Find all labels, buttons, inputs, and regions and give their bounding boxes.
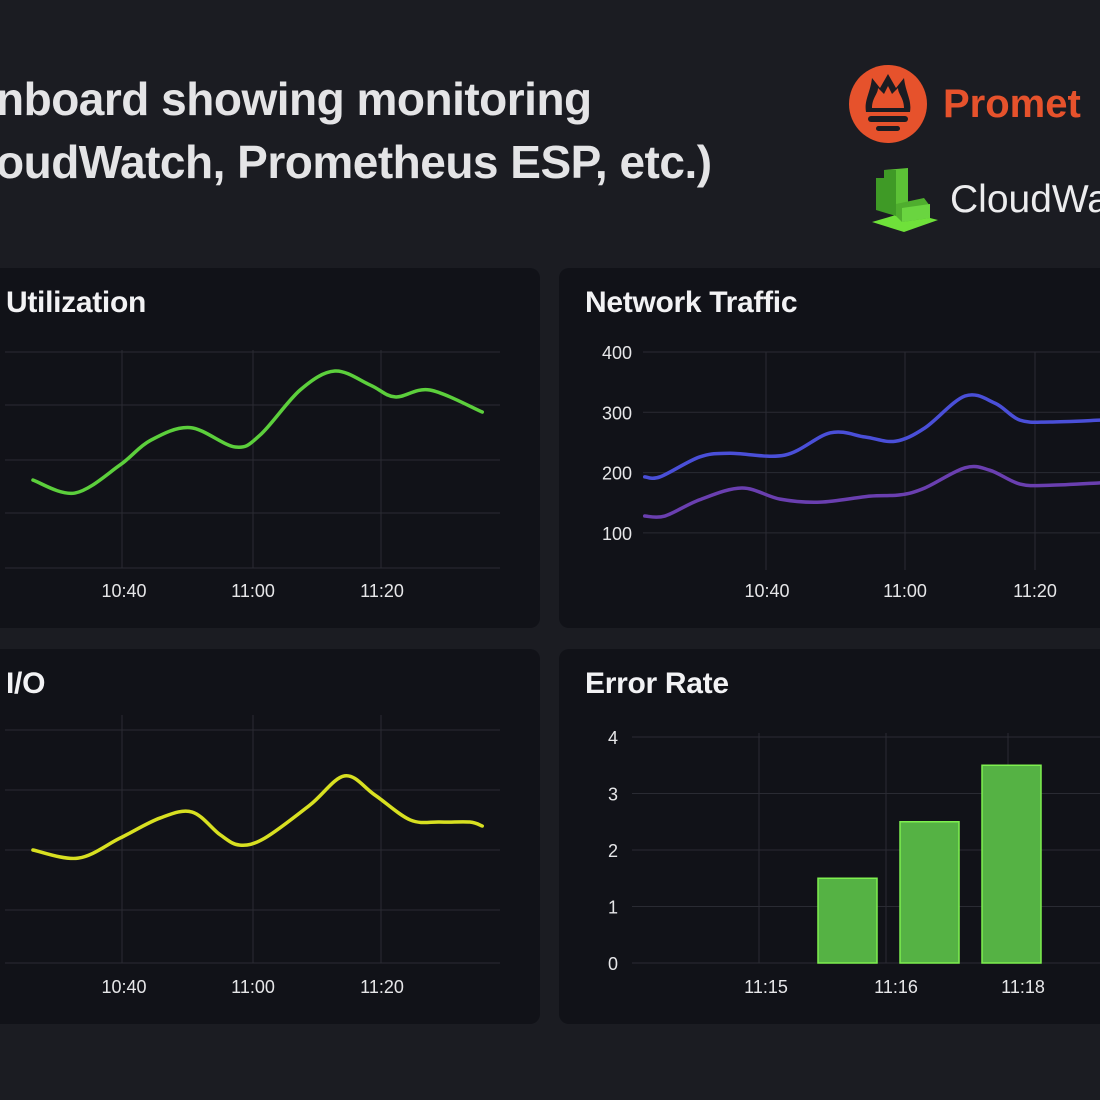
x-tick-label: 11:20 <box>360 581 404 601</box>
x-tick-label: 11:15 <box>744 977 788 997</box>
error-rate-bar <box>899 821 960 964</box>
panel-title: I/O <box>6 667 46 700</box>
x-tick-label: 10:40 <box>101 977 146 997</box>
y-tick-label: 100 <box>602 524 632 544</box>
x-tick-label: 11:00 <box>231 581 275 601</box>
network-traffic-panel: Network Traffic <box>559 268 1100 628</box>
x-tick-label: 11:00 <box>883 581 927 601</box>
disk-io-line <box>31 774 484 861</box>
x-tick-label: 11:20 <box>1013 581 1057 601</box>
x-tick-label: 11:20 <box>360 977 404 997</box>
cloudwatch-logo-text: CloudWa <box>950 178 1100 221</box>
page-title-line-1: nboard showing monitoring <box>0 73 592 125</box>
network-inbound-line <box>642 393 1100 481</box>
prometheus-logo-text: Promet <box>943 82 1081 126</box>
page-title-line-2: oudWatch, Prometheus ESP, etc.) <box>0 136 712 188</box>
prometheus-flame-icon <box>849 65 927 143</box>
cpu-line <box>31 369 484 496</box>
y-tick-label: 2 <box>608 841 618 861</box>
y-tick-label: 3 <box>608 785 618 805</box>
panel-title: Error Rate <box>585 667 729 700</box>
y-tick-label: 1 <box>608 898 618 918</box>
panel-title: Utilization <box>6 286 147 319</box>
network-outbound-line <box>642 464 1100 519</box>
y-tick-label: 300 <box>602 403 632 423</box>
x-tick-label: 11:00 <box>231 977 275 997</box>
y-tick-label: 4 <box>608 728 618 748</box>
y-tick-label: 400 <box>602 343 632 363</box>
cloudwatch-building-icon <box>872 168 938 232</box>
x-tick-label: 11:16 <box>874 977 918 997</box>
y-tick-label: 200 <box>602 464 632 484</box>
y-tick-label: 0 <box>608 954 618 974</box>
error-rate-bar <box>817 877 878 964</box>
x-tick-label: 10:40 <box>101 581 146 601</box>
x-tick-label: 11:18 <box>1001 977 1045 997</box>
error-rate-bar <box>981 764 1042 964</box>
panel-title: Network Traffic <box>585 286 798 319</box>
x-tick-label: 10:40 <box>744 581 789 601</box>
